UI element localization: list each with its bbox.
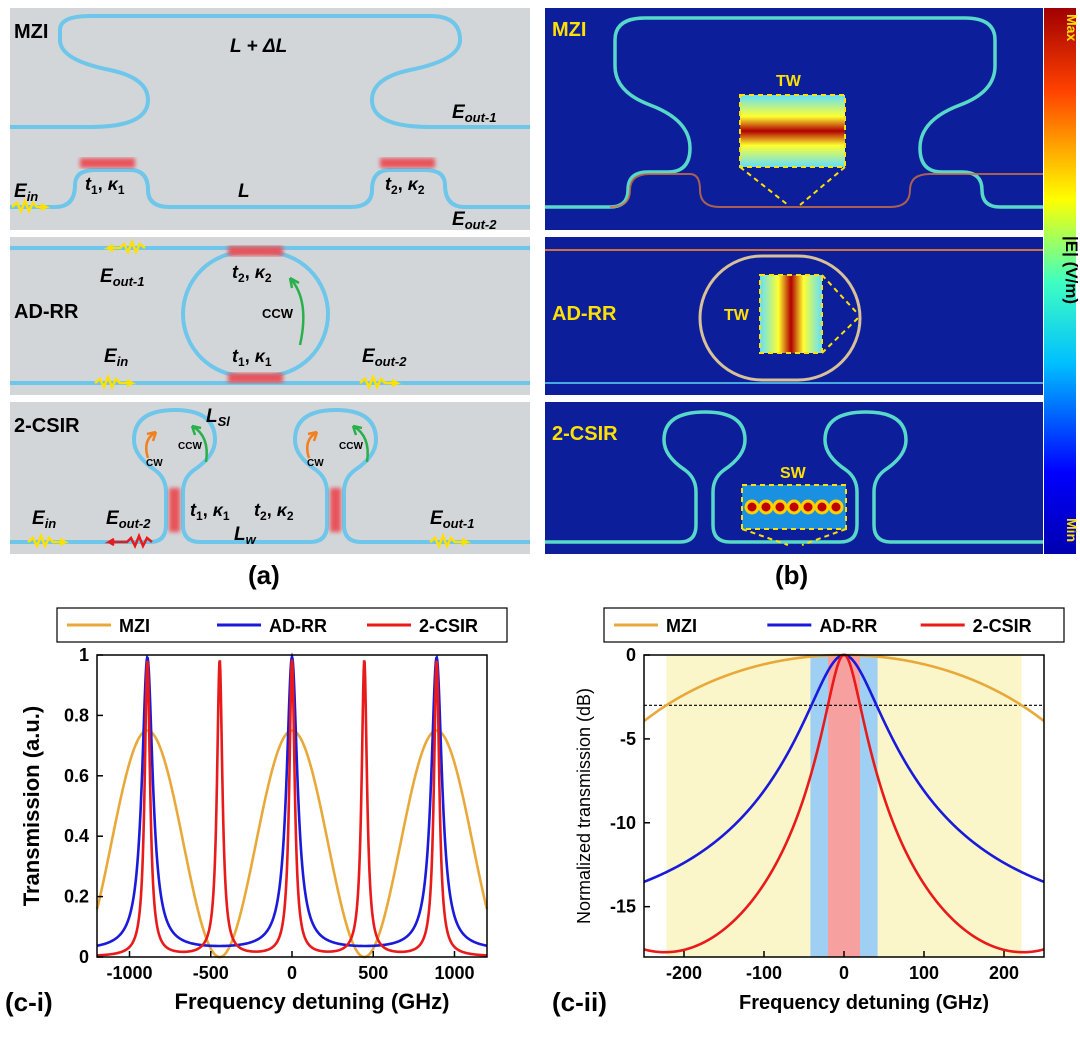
y-tick-label: 0.4 bbox=[64, 826, 89, 846]
x-axis-label: Frequency detuning (GHz) bbox=[739, 992, 989, 1014]
legend-box bbox=[603, 607, 1065, 643]
x-tick-label: -200 bbox=[666, 963, 702, 983]
x-tick-label: 500 bbox=[358, 963, 388, 983]
svg-text:Min: Min bbox=[1064, 518, 1080, 542]
y-tick-label: 0.2 bbox=[64, 887, 89, 907]
adrr-title: AD-RR bbox=[14, 301, 79, 323]
x-tick-label: 200 bbox=[989, 963, 1019, 983]
y-tick-label: 0.6 bbox=[64, 766, 89, 786]
colorbar bbox=[1044, 8, 1076, 554]
y-tick-label: -5 bbox=[620, 729, 636, 749]
panel-b-label: (b) bbox=[775, 560, 809, 590]
svg-text:Ein: Ein bbox=[104, 346, 128, 369]
mzi-map-title: MZI bbox=[552, 19, 586, 41]
legend-label: MZI bbox=[666, 616, 697, 636]
coupler-2 bbox=[380, 158, 435, 168]
panel-a-label: (a) bbox=[248, 560, 280, 590]
x-tick-label: -1000 bbox=[106, 963, 152, 983]
svg-text:Eout-2: Eout-2 bbox=[106, 508, 151, 531]
svg-text:t1, κ1: t1, κ1 bbox=[232, 346, 272, 369]
field-maps bbox=[545, 8, 1076, 554]
series-mzi bbox=[95, 729, 489, 959]
svg-text:t1, κ1: t1, κ1 bbox=[190, 500, 230, 523]
panel-label: (c-ii) bbox=[552, 987, 607, 1017]
svg-text:Max: Max bbox=[1064, 14, 1080, 41]
svg-text:Ein: Ein bbox=[32, 508, 56, 531]
x-tick-label: -100 bbox=[746, 963, 782, 983]
transmission-charts: -1000 -500 0 500 100000.20.40.60.81Frequency… bbox=[5, 607, 1065, 1017]
y-tick-label: -10 bbox=[610, 813, 636, 833]
svg-text:Ein: Ein bbox=[14, 181, 38, 204]
csir-title: 2-CSIR bbox=[14, 415, 80, 437]
x-tick-label: 100 bbox=[909, 963, 939, 983]
y-tick-label: 1 bbox=[79, 645, 89, 665]
svg-text:CCW: CCW bbox=[178, 441, 202, 452]
coupler-1 bbox=[80, 158, 135, 168]
mzi-schematic bbox=[10, 8, 530, 230]
x-tick-label: 0 bbox=[287, 963, 297, 983]
x-tick-label: -500 bbox=[193, 963, 229, 983]
svg-text:CW: CW bbox=[146, 458, 163, 469]
svg-text:TW: TW bbox=[724, 307, 750, 324]
y-tick-label: -15 bbox=[610, 897, 636, 917]
x-tick-label: 1000 bbox=[434, 963, 474, 983]
y-axis-label: Transmission (a.u.) bbox=[19, 706, 44, 907]
series-2-csir bbox=[96, 659, 488, 957]
series-ad-rr bbox=[96, 652, 488, 948]
svg-text:CCW: CCW bbox=[262, 306, 294, 321]
svg-text:SW: SW bbox=[780, 465, 807, 482]
svg-text:Eout-1: Eout-1 bbox=[100, 266, 144, 289]
long-arm-label: L + ΔL bbox=[230, 36, 287, 57]
svg-text:t1, κ1: t1, κ1 bbox=[85, 174, 125, 197]
x-tick-label: 0 bbox=[839, 963, 849, 983]
standing-wave-dots bbox=[744, 499, 844, 515]
band-2-csir bbox=[828, 655, 860, 957]
svg-text:t2, κ2: t2, κ2 bbox=[385, 174, 425, 197]
svg-text:Eout-1: Eout-1 bbox=[430, 508, 474, 531]
legend-label: MZI bbox=[119, 616, 150, 636]
y-tick-label: 0 bbox=[79, 947, 89, 967]
svg-text:t2, κ2: t2, κ2 bbox=[232, 262, 272, 285]
svg-text:LSl: LSl bbox=[206, 406, 230, 429]
svg-text:Eout-2: Eout-2 bbox=[362, 346, 407, 369]
y-tick-label: 0 bbox=[626, 645, 636, 665]
mzi-title: MZI bbox=[14, 21, 48, 43]
short-arm-label: L bbox=[238, 181, 250, 202]
svg-text:|E| (V/m): |E| (V/m) bbox=[1062, 236, 1080, 304]
svg-text:Eout-2: Eout-2 bbox=[452, 209, 497, 232]
svg-text:TW: TW bbox=[776, 73, 802, 90]
legend-box bbox=[56, 607, 508, 643]
panel-label: (c-i) bbox=[5, 987, 53, 1017]
legend-label: AD-RR bbox=[269, 616, 327, 636]
schematic-figures: MZI L + ΔL L Ein Eout-1 Eout-2 t1, κ1 t2… bbox=[10, 8, 1080, 554]
legend-label: AD-RR bbox=[819, 616, 877, 636]
svg-text:CW: CW bbox=[307, 458, 324, 469]
csir-schematic bbox=[10, 402, 530, 554]
adrr-map-title: AD-RR bbox=[552, 303, 617, 325]
x-axis-label: Frequency detuning (GHz) bbox=[175, 989, 450, 1014]
svg-text:Eout-1: Eout-1 bbox=[452, 102, 496, 125]
y-axis-label: Normalized transmission (dB) bbox=[574, 688, 594, 924]
svg-text:t2, κ2: t2, κ2 bbox=[254, 500, 294, 523]
svg-text:CCW: CCW bbox=[339, 441, 363, 452]
csir-map-title: 2-CSIR bbox=[552, 423, 618, 445]
svg-text:Lw: Lw bbox=[234, 524, 257, 547]
y-tick-label: 0.8 bbox=[64, 705, 89, 725]
legend-label: 2-CSIR bbox=[973, 616, 1032, 636]
adrr-schematic bbox=[10, 237, 530, 395]
legend-label: 2-CSIR bbox=[419, 616, 478, 636]
